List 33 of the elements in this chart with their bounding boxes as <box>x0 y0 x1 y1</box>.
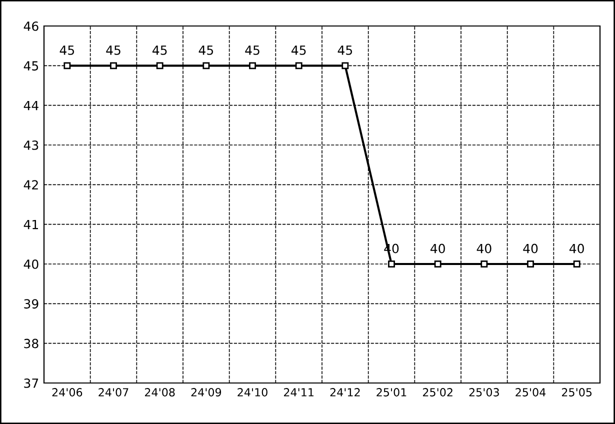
x-tick-label: 24'07 <box>98 388 128 396</box>
y-tick-label: 43 <box>24 140 38 150</box>
data-label: 45 <box>245 46 260 55</box>
y-tick-label: 41 <box>24 220 38 230</box>
x-tick-label: 24'09 <box>191 388 222 396</box>
x-tick-label: 25'01 <box>376 388 406 396</box>
data-label: 45 <box>338 46 352 55</box>
x-tick-label: 25'04 <box>516 388 546 396</box>
y-tick-label: 46 <box>24 21 38 31</box>
x-tick-label: 24'11 <box>284 388 314 396</box>
data-label: 45 <box>152 46 167 55</box>
x-tick-label: 25'05 <box>562 388 592 396</box>
y-tick-label: 42 <box>24 180 38 190</box>
data-label: 40 <box>476 244 492 254</box>
x-tick-label: 25'02 <box>422 388 452 396</box>
x-tick-label: 25'03 <box>469 388 499 396</box>
y-tick-label: 45 <box>24 61 38 71</box>
y-tick-label: 37 <box>24 378 38 388</box>
data-label: 40 <box>523 244 538 254</box>
y-tick-label: 38 <box>24 338 38 348</box>
x-tick-label: 24'08 <box>144 388 175 396</box>
y-tick-label: 44 <box>24 100 38 110</box>
data-label: 45 <box>291 46 306 55</box>
data-label: 40 <box>569 244 584 254</box>
y-tick-label: 39 <box>24 299 38 309</box>
x-tick-label: 24'06 <box>52 388 82 396</box>
data-label: 45 <box>198 46 214 55</box>
data-label: 40 <box>430 244 445 254</box>
data-label: 45 <box>106 46 120 55</box>
x-tick-label: 24'12 <box>330 388 360 396</box>
x-tick-label: 24'10 <box>238 388 268 396</box>
y-tick-label: 40 <box>24 259 38 269</box>
data-label: 45 <box>60 46 74 55</box>
